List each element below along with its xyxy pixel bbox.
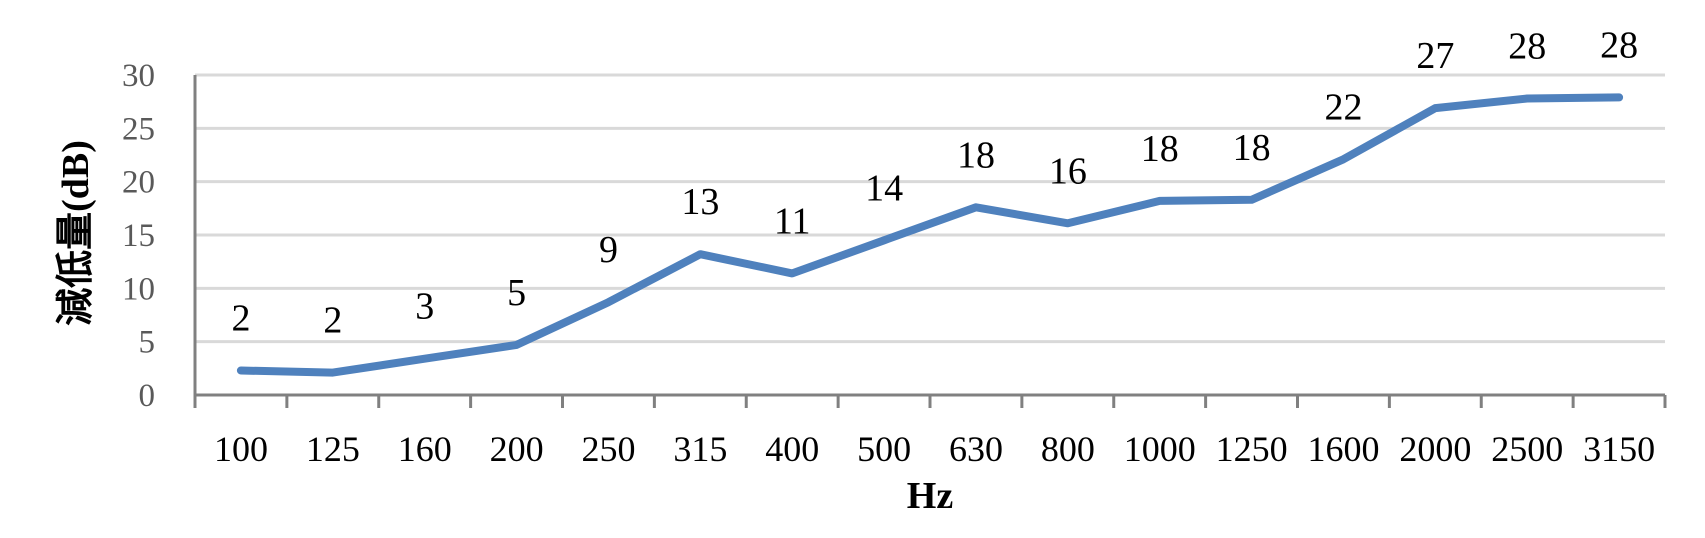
gridlines	[195, 73, 1665, 344]
x-axis-title: Hz	[907, 475, 954, 517]
x-tick-label: 250	[581, 429, 635, 469]
x-tick-label: 125	[306, 429, 360, 469]
x-tick-label: 400	[765, 429, 819, 469]
y-tick-label: 20	[122, 165, 155, 201]
y-axis-title: 減低量(dB)	[55, 140, 97, 326]
data-label: 13	[681, 181, 719, 223]
series	[236, 93, 1624, 377]
y-tick-label: 10	[122, 271, 155, 307]
axes	[193, 75, 1667, 408]
data-label: 9	[599, 229, 618, 271]
x-tick-label: 2000	[1399, 429, 1471, 469]
x-tick-label: 1000	[1124, 429, 1196, 469]
data-label: 11	[774, 200, 811, 242]
x-tick-labels: 100 125 160 200 250 315 400 500 630 800 1000 1250 16…	[214, 429, 1655, 469]
x-tick-label: 1250	[1216, 429, 1288, 469]
x-tick-label: 2500	[1491, 429, 1563, 469]
y-tick-label: 5	[139, 325, 156, 361]
x-tick-label: 315	[673, 429, 727, 469]
y-tick-labels: 0 5 10 15 20 25 30	[122, 58, 155, 414]
y-tick-label: 15	[122, 218, 155, 254]
data-label: 22	[1324, 86, 1362, 128]
data-label: 14	[865, 167, 903, 209]
data-label: 2	[231, 297, 250, 339]
y-tick-label: 25	[122, 111, 155, 147]
x-tick-label: 3150	[1583, 429, 1655, 469]
data-label: 18	[1141, 128, 1179, 170]
data-label: 16	[1049, 150, 1087, 192]
series-line	[236, 93, 1624, 377]
data-label: 27	[1416, 35, 1454, 77]
data-label: 18	[1233, 127, 1271, 169]
x-tick-label: 100	[214, 429, 268, 469]
x-tick-label: 1600	[1307, 429, 1379, 469]
data-label: 28	[1600, 24, 1638, 66]
x-tick-label: 160	[398, 429, 452, 469]
data-label: 28	[1508, 25, 1546, 67]
y-tick-label: 0	[139, 378, 156, 414]
x-tick-label: 200	[490, 429, 544, 469]
y-tick-label: 30	[122, 58, 155, 94]
data-label: 2	[323, 300, 342, 342]
x-tick-label: 800	[1041, 429, 1095, 469]
data-label: 3	[415, 286, 434, 328]
x-tick-label: 500	[857, 429, 911, 469]
data-label: 18	[957, 134, 995, 176]
data-label: 5	[507, 272, 526, 314]
x-tick-label: 630	[949, 429, 1003, 469]
